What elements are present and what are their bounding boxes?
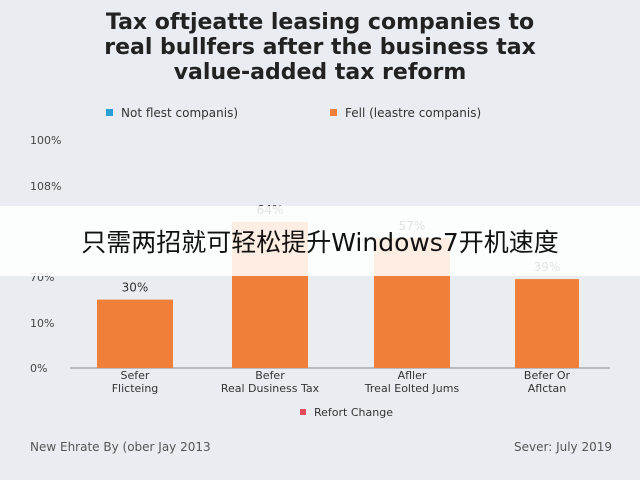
legend-swatch-orange [330,109,337,116]
bar [97,299,173,368]
x-category-label: Befer [255,369,285,382]
chart-title-line-3: value-added tax reform [173,60,467,85]
x-category-label: Befer Or [524,369,571,382]
legend-swatch-red [300,409,306,415]
legend-item-not-flest: Not flest companis) [106,106,238,120]
bottom-legend-label: Refort Change [314,406,393,419]
bottom-legend: Refort Change [300,406,393,419]
footer-source-right: Sever: July 2019 [514,440,612,454]
chart-title-line-1: Tax oftjeatte leasing companies to [105,10,535,35]
x-category-label: Sefer [121,369,150,382]
chart-title: Tax oftjeatte leasing companies to real … [0,10,640,85]
y-tick-label: 108% [30,180,61,193]
bar-value-label: 30% [122,281,149,295]
legend-swatch-blue [106,109,113,116]
y-tick-label: 100% [30,134,61,147]
x-category-label: Afller [398,369,427,382]
x-category-label: Real Dusiness Tax [221,382,320,395]
x-category-label: Flicteing [112,382,159,395]
overlay-caption: 只需两招就可轻松提升Windows7开机速度 [81,228,559,257]
x-category-label: Aflctan [528,382,567,395]
bar [515,279,579,368]
legend-label-fell: Fell (leastre companis) [345,106,482,120]
footer-source-left: New Ehrate By (ober Jay 2013 [30,440,211,454]
y-tick-label: 0% [30,362,47,375]
overlay-caption-banner: 只需两招就可轻松提升Windows7开机速度 [0,206,640,276]
legend-label-not-flest: Not flest companis) [121,106,239,120]
chart-title-line-2: real bullfers after the business tax [104,35,536,60]
y-tick-label: 10% [30,317,54,330]
legend-item-fell: Fell (leastre companis) [330,106,481,120]
x-category-label: Treal Eolted Jums [364,382,460,395]
